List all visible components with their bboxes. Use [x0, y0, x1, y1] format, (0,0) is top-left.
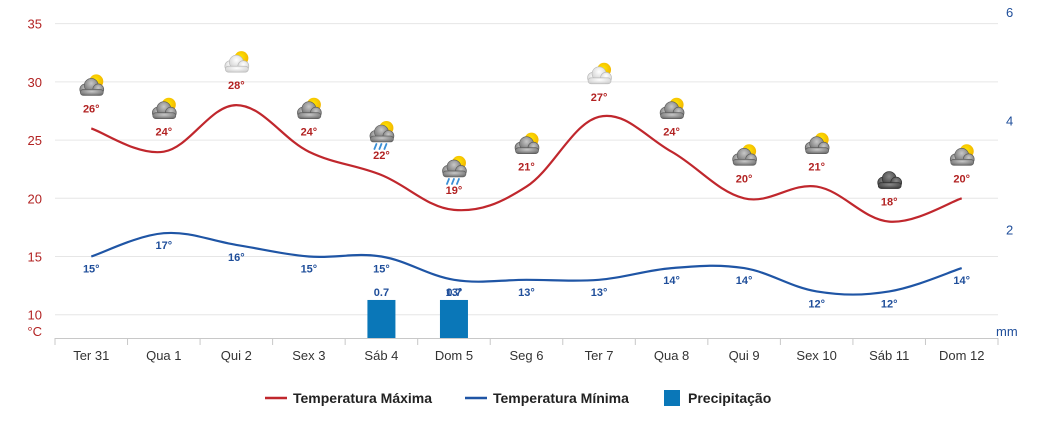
min-temp-label: 17°: [155, 240, 172, 252]
y-right-unit: mm: [996, 324, 1018, 339]
data-labels: 0.7 0.7 26° 24° 28° 24° 22° 19° 21° 27° 24° 20° 21° 1…: [83, 80, 970, 310]
x-tick-label: Qui 2: [221, 348, 252, 363]
y-left-unit: °C: [27, 324, 42, 339]
x-tick-label: Ter 7: [585, 348, 614, 363]
sun-cloud-icon: [152, 97, 177, 120]
sun-cloud-icon: [659, 97, 685, 120]
sun-cloud-rain-icon: [369, 121, 395, 150]
series-line-min: [90, 231, 963, 296]
legend-item-min[interactable]: Temperatura Mínima: [465, 390, 629, 406]
max-temp-label: 19°: [446, 185, 463, 197]
x-tick-label: Dom 12: [939, 348, 985, 363]
sun-cloud-icon: [79, 74, 105, 96]
legend-label: Temperatura Máxima: [293, 390, 432, 406]
sun-cloud-icon: [949, 144, 975, 166]
max-temp-label: 26°: [83, 103, 100, 115]
x-tick-label: Qua 8: [654, 348, 689, 363]
max-temp-label: 20°: [953, 173, 970, 185]
series-line-max: [90, 103, 963, 223]
min-temp-label: 14°: [953, 275, 970, 287]
max-temp-label: 27°: [591, 92, 608, 104]
y-right-tick-label: 4: [1006, 114, 1013, 129]
x-tick-label: Seg 6: [510, 348, 544, 363]
max-temp-label: 24°: [301, 127, 318, 139]
sun-cloud-icon: [297, 97, 322, 120]
weather-icons: [79, 51, 975, 189]
min-temp-label: 13°: [446, 287, 463, 299]
min-temp-label: 14°: [736, 275, 753, 287]
x-tick-label: Sáb 4: [364, 348, 398, 363]
y-right-tick-label: 6: [1006, 5, 1013, 20]
legend-item-precip[interactable]: Precipitação: [664, 390, 771, 406]
x-tick-label: Ter 31: [73, 348, 109, 363]
precipitation-value-label: 0.7: [446, 287, 461, 299]
axes: 35 30 25 20 15 10°C 6 4 2 mm Ter 31 Qua 1 Qui 2 Sex 3…: [27, 5, 1017, 363]
sun-cloud-icon: [514, 132, 540, 154]
precipitation-bar: [439, 299, 468, 338]
x-tick-label: Qua 1: [146, 348, 181, 363]
x-tick-label: Sex 3: [292, 348, 325, 363]
precipitation-bar: [367, 299, 396, 338]
y-left-tick-label: 35: [28, 17, 42, 32]
sun-cloud-light-icon: [224, 51, 250, 73]
min-temp-label: 13°: [518, 287, 535, 299]
y-left-tick-label: 20: [28, 191, 42, 206]
y-right-tick-label: 2: [1006, 222, 1013, 237]
max-temp-label: 28°: [228, 80, 245, 92]
legend-label: Temperatura Mínima: [493, 390, 629, 406]
sun-cloud-light-icon: [587, 62, 612, 85]
y-left-tick-label: 10: [28, 308, 42, 323]
series-lines: [90, 103, 963, 296]
min-temp-label: 16°: [228, 252, 245, 264]
legend-label: Precipitação: [688, 390, 771, 406]
sun-cloud-icon: [804, 132, 830, 154]
min-temp-label: 14°: [663, 275, 680, 287]
min-temp-label: 12°: [808, 298, 825, 310]
sun-cloud-rain-icon: [442, 155, 467, 185]
max-temp-label: 21°: [808, 162, 825, 174]
y-left-tick-label: 15: [28, 250, 42, 265]
max-temp-label: 22°: [373, 150, 390, 162]
precipitation-value-label: 0.7: [374, 287, 389, 299]
y-left-tick-label: 25: [28, 133, 42, 148]
sun-cloud-icon: [732, 144, 757, 166]
max-temp-label: 20°: [736, 173, 753, 185]
min-temp-label: 15°: [373, 264, 390, 276]
max-temp-label: 24°: [155, 127, 172, 139]
min-temp-label: 13°: [591, 287, 608, 299]
min-temp-label: 15°: [83, 264, 100, 276]
x-tick-label: Dom 5: [435, 348, 473, 363]
legend-swatch: [664, 390, 680, 406]
y-left-tick-label: 30: [28, 75, 42, 90]
x-tick-label: Sex 10: [796, 348, 836, 363]
max-temp-label: 24°: [663, 127, 680, 139]
legend[interactable]: Temperatura Máxima Temperatura Mínima Prec…: [265, 390, 771, 406]
x-tick-label: Qui 9: [729, 348, 760, 363]
max-temp-label: 21°: [518, 162, 535, 174]
legend-item-max[interactable]: Temperatura Máxima: [265, 390, 432, 406]
max-temp-label: 18°: [881, 197, 898, 209]
x-tick-label: Sáb 11: [869, 348, 909, 363]
min-temp-label: 15°: [301, 264, 318, 276]
min-temp-label: 12°: [881, 298, 898, 310]
precipitation-bars: [367, 299, 468, 338]
dark-cloud-icon: [877, 171, 902, 189]
